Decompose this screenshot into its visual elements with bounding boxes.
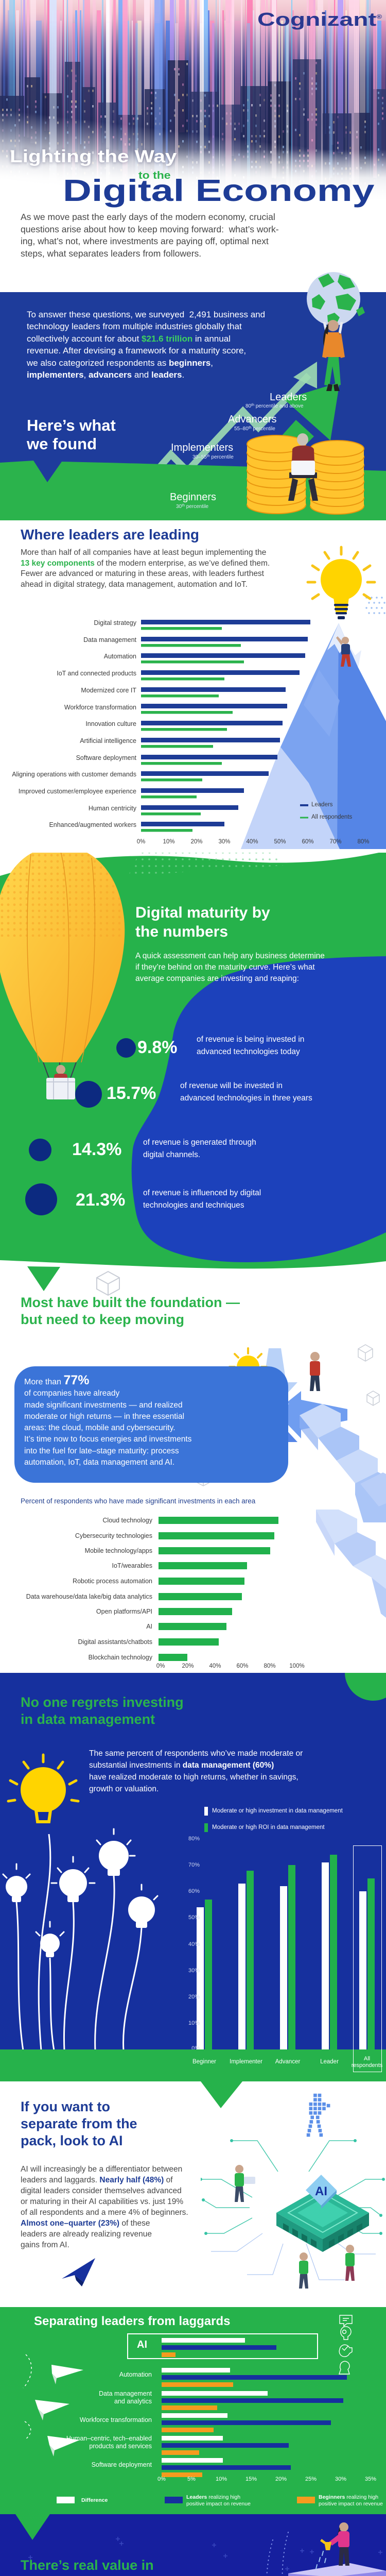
svg-text:AI: AI <box>315 2184 327 2198</box>
